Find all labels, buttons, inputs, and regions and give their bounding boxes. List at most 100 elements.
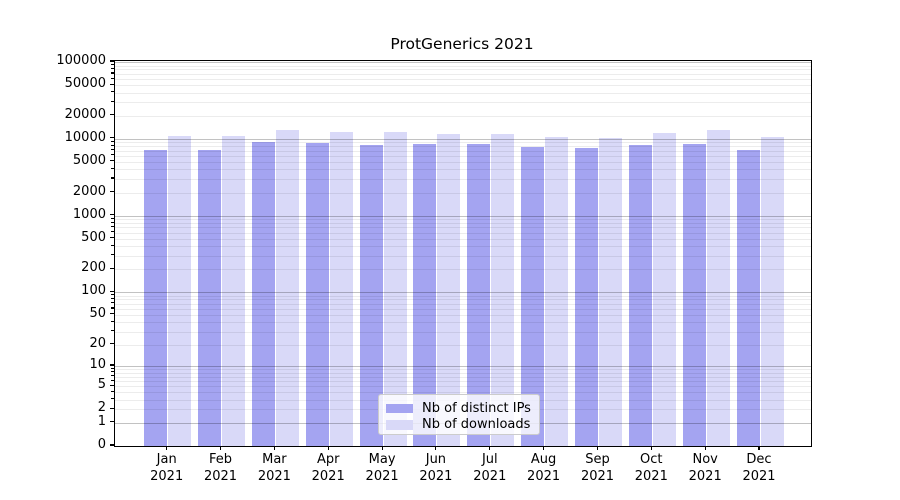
- gridline-minor: [115, 314, 811, 316]
- y-axis-tick: [109, 190, 114, 193]
- y-axis-tick: [109, 267, 114, 269]
- gridline-major: [115, 138, 811, 140]
- y-tick-label: 100000: [56, 53, 106, 68]
- bar-distinct-ips: [413, 144, 437, 446]
- bar-downloads: [545, 136, 569, 446]
- bar-distinct-ips: [682, 143, 706, 446]
- y-axis-minor-tick: [111, 177, 114, 179]
- x-axis-tick: [758, 446, 760, 451]
- gridline-minor: [115, 238, 811, 240]
- y-axis-tick: [109, 364, 114, 366]
- y-axis-minor-tick: [111, 320, 114, 322]
- gridline-minor: [115, 142, 811, 144]
- y-tick-label: 10: [89, 357, 106, 372]
- y-axis-tick: [109, 342, 114, 345]
- y-axis-tick: [109, 237, 114, 239]
- gridline-minor: [115, 223, 811, 224]
- y-axis-minor-tick: [111, 294, 114, 296]
- y-axis-tick: [109, 290, 114, 292]
- gridline-minor: [115, 65, 811, 67]
- gridline-minor: [115, 73, 811, 75]
- y-axis-minor-tick: [111, 225, 114, 228]
- bar-downloads: [437, 133, 461, 446]
- bar-distinct-ips: [198, 150, 221, 446]
- y-axis-minor-tick: [111, 167, 114, 170]
- gridline-major: [115, 366, 811, 367]
- y-tick-label: 5000: [72, 152, 106, 168]
- y-axis-minor-tick: [111, 144, 114, 146]
- y-tick-label: 200: [81, 260, 106, 276]
- bar-downloads: [652, 133, 676, 446]
- gridline-minor: [115, 392, 811, 394]
- x-tick-label: Jul 2021: [473, 452, 507, 484]
- y-tick-label: 2: [97, 400, 106, 416]
- x-tick-label: Jun 2021: [419, 452, 453, 484]
- y-axis-minor-tick: [111, 91, 114, 93]
- gridline-major: [115, 292, 811, 294]
- x-axis-tick: [704, 446, 706, 451]
- gridline-minor: [115, 295, 811, 297]
- gridline-minor: [115, 322, 811, 324]
- gridline-minor: [115, 372, 811, 374]
- gridline-minor: [115, 178, 811, 180]
- gridline-minor: [115, 69, 811, 71]
- x-tick-label: Sep 2021: [580, 452, 615, 484]
- gridline-minor: [115, 115, 811, 117]
- x-tick-label: Apr 2021: [311, 452, 345, 484]
- y-axis-minor-tick: [111, 140, 114, 142]
- legend-label-downloads: Nb of downloads: [422, 417, 531, 433]
- y-tick-label: 20: [89, 335, 106, 351]
- legend-swatch-downloads: [386, 420, 413, 430]
- x-tick-label: Jan 2021: [150, 452, 184, 484]
- y-tick-label: 2000: [72, 183, 106, 199]
- bar-downloads: [168, 135, 192, 446]
- y-axis-tick: [109, 160, 114, 162]
- x-axis-tick: [219, 446, 222, 451]
- y-axis-tick: [109, 60, 114, 62]
- x-tick-label: Nov 2021: [688, 452, 722, 484]
- x-axis-tick: [596, 446, 599, 451]
- bar-downloads: [706, 130, 730, 446]
- y-axis-minor-tick: [111, 67, 114, 70]
- y-tick-label: 10000: [64, 129, 106, 145]
- gridline-minor: [115, 299, 811, 301]
- bar-distinct-ips: [251, 142, 275, 446]
- bar-distinct-ips: [359, 145, 383, 446]
- y-tick-label: 100: [81, 283, 106, 299]
- bar-distinct-ips: [521, 147, 545, 446]
- y-axis-tick: [109, 313, 114, 315]
- y-axis-minor-tick: [111, 390, 114, 392]
- y-axis-tick: [109, 214, 114, 216]
- gridline-major: [115, 215, 811, 217]
- gridline-minor: [115, 246, 811, 248]
- gridline-minor: [115, 232, 811, 234]
- y-axis-tick: [109, 444, 114, 446]
- gridline-minor: [115, 161, 811, 163]
- y-axis-minor-tick: [111, 398, 114, 400]
- y-tick-label: 5: [97, 377, 106, 393]
- y-axis-tick: [109, 421, 114, 423]
- y-axis-minor-tick: [111, 302, 114, 304]
- y-axis-minor-tick: [111, 375, 114, 377]
- bar-distinct-ips: [305, 143, 329, 446]
- y-tick-label: 20000: [64, 106, 106, 122]
- x-axis-tick: [435, 446, 437, 451]
- gridline-minor: [115, 192, 811, 194]
- x-axis-tick: [273, 446, 275, 451]
- gridline-minor: [115, 331, 811, 333]
- legend-swatch-distinct-ips: [386, 403, 413, 413]
- y-tick-label: 0: [97, 437, 106, 452]
- bar-distinct-ips: [628, 145, 652, 446]
- x-tick-label: Mar 2021: [257, 452, 291, 484]
- bar-downloads: [329, 131, 353, 446]
- y-axis-minor-tick: [111, 154, 114, 156]
- y-axis-minor-tick: [111, 64, 114, 66]
- y-axis-minor-tick: [111, 254, 114, 256]
- bar-downloads: [383, 131, 407, 446]
- y-axis-minor-tick: [111, 379, 114, 381]
- y-tick-label: 50: [89, 305, 106, 321]
- y-axis-tick: [109, 114, 114, 116]
- gridline-minor: [115, 169, 811, 171]
- y-axis-minor-tick: [111, 72, 114, 74]
